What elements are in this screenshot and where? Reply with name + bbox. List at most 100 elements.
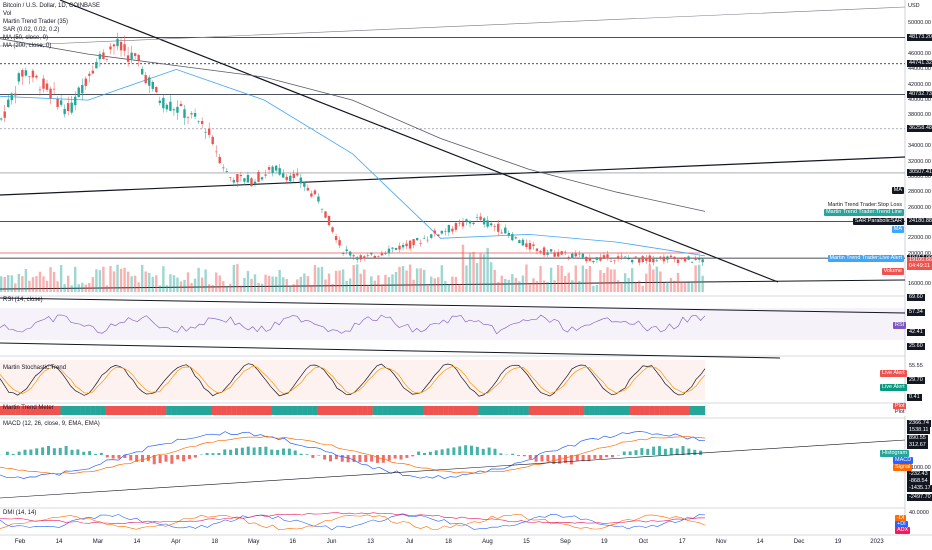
indicator-label[interactable]: MA (50, close, 0) [3, 35, 49, 41]
indicator-label[interactable]: Martin Trend Trader (35) [3, 19, 69, 25]
trend-meter-bar [241, 406, 247, 415]
candle-body [56, 98, 59, 107]
volume-bar [419, 268, 422, 292]
time-axis-label: 15 [523, 539, 530, 545]
macd-title[interactable]: MACD (12, 26, close, 9, EMA, EMA) [3, 421, 100, 427]
volume-bar [232, 264, 236, 292]
trend-meter-bar [392, 406, 399, 415]
time-axis-label: Dec [793, 539, 805, 545]
volume-bar [222, 281, 225, 292]
dmi-marker: 40.0000 [907, 510, 931, 517]
candle-body [380, 253, 384, 256]
macd-marker: 1538.11 [907, 427, 931, 434]
macd-histogram-bar [17, 451, 21, 455]
volume-bar [148, 272, 151, 292]
macd-histogram-bar [193, 455, 197, 458]
macd-histogram-bar [270, 449, 274, 455]
candle-body [387, 248, 391, 253]
macd-histogram-bar [340, 455, 344, 462]
candle-body [669, 255, 673, 257]
volume-bar [313, 265, 317, 292]
volume-bar [236, 264, 239, 292]
indicator-label[interactable]: SAR (0.02, 0.02, 0.2) [3, 27, 60, 33]
candle-body [514, 237, 518, 239]
candle-body [430, 234, 433, 238]
macd-histogram-bar [693, 449, 697, 455]
volume-bar [641, 285, 644, 292]
candle-body [673, 256, 676, 260]
macd-histogram-bar [5, 451, 9, 455]
candle-body [172, 109, 176, 111]
trend-meter-bar [166, 406, 172, 415]
volume-bar [151, 276, 154, 292]
candle-body [95, 61, 98, 69]
macd-histogram-bar [493, 448, 497, 455]
candle-body [88, 73, 91, 76]
trend-meter-bar [387, 406, 393, 415]
candle-body [141, 68, 144, 75]
trend-meter-bar [508, 406, 514, 415]
volume-bar [426, 285, 429, 292]
trend-meter-bar [553, 406, 560, 415]
macd-histogram-bar [564, 455, 567, 463]
trend-meter-bar [186, 406, 192, 415]
macd-histogram-bar [293, 450, 297, 455]
macd-histogram-bar [264, 446, 268, 455]
time-axis-label: 14 [756, 539, 764, 545]
ma-50-line [0, 68, 706, 257]
channel-line [0, 6, 906, 47]
candle-body [391, 247, 394, 249]
macd-histogram-bar [52, 448, 56, 455]
volume-bar [264, 274, 267, 292]
volume-bar [204, 269, 207, 292]
trend-meter-bar [15, 406, 21, 415]
trend-meter-bar [609, 406, 615, 415]
volume-bar [17, 273, 21, 292]
volume-bar [673, 280, 676, 292]
candle-body [306, 187, 310, 191]
candle-body [500, 232, 503, 234]
volume-bar [218, 275, 221, 292]
volume-bar [440, 265, 444, 292]
candle-body [356, 257, 359, 260]
indicator-label[interactable]: MA (200, close, 0) [3, 43, 52, 49]
dmi-plus-line [0, 513, 706, 531]
candle-body [655, 260, 659, 262]
volume-bar [348, 278, 352, 292]
volume-bar [659, 271, 662, 292]
candle-body [560, 251, 563, 255]
volume-bar [155, 275, 158, 292]
candle-body [521, 239, 525, 246]
trend-meter-bar [498, 406, 504, 415]
volume-bar [324, 279, 327, 292]
candle-body [645, 257, 648, 261]
volume-bar [133, 275, 137, 292]
volume-bar [116, 264, 119, 292]
candle-body [250, 178, 253, 187]
indicator-label[interactable]: Vol [3, 11, 12, 17]
macd-histogram-bar [287, 448, 291, 455]
macd-histogram-bar [370, 455, 374, 462]
dmi-title[interactable]: DMI (14, 14) [3, 510, 37, 516]
candle-body [634, 256, 637, 258]
candle-body [45, 83, 49, 90]
price-marker: 04:49:11 [907, 263, 932, 271]
rsi-band [0, 308, 905, 340]
macd-histogram-bar [246, 446, 250, 455]
trend-meter-bar [65, 406, 71, 415]
candle-body [433, 230, 436, 234]
rsi-title[interactable]: RSI (14, close) [3, 297, 43, 303]
price-tick-label: 40000.00 [908, 97, 931, 104]
trend-meter-bar [468, 406, 474, 415]
volume-bar [366, 285, 369, 292]
meter-title[interactable]: Martin Trend Meter [3, 405, 54, 411]
candle-body [419, 243, 422, 244]
volume-bar [327, 273, 331, 292]
stoch-d-line [0, 365, 706, 395]
macd-histogram-bar [534, 455, 538, 462]
stoch-title[interactable]: Martin Stochastic Trend [3, 365, 67, 371]
trend-meter-bar [135, 406, 142, 415]
candle-body [690, 262, 694, 263]
price-marker: 24180.88 [907, 218, 932, 226]
